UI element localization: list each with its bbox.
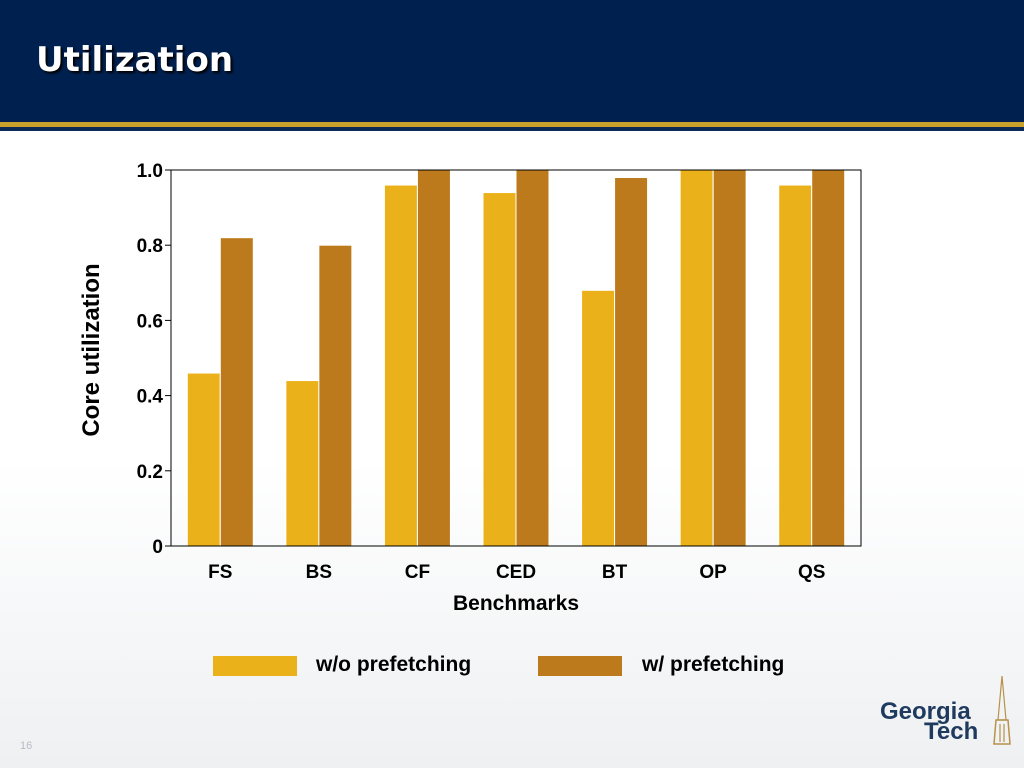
slide-header (0, 0, 1024, 122)
bar-op-series-2 (712, 169, 747, 547)
y-tick-label: 0.2 (137, 462, 163, 483)
bar-cf-series-1 (383, 184, 418, 547)
legend-swatch-2 (538, 656, 622, 676)
bar-qs-series-1 (778, 184, 813, 547)
bar-op-series-1 (679, 169, 714, 547)
bar-bs-series-2 (318, 244, 353, 547)
georgia-tech-logo: Georgia Tech (878, 676, 1018, 746)
x-tick-label: FS (208, 562, 232, 583)
bar-fs-series-1 (186, 372, 221, 547)
header-blue-rule (0, 127, 1024, 131)
bar-ced-series-1 (482, 192, 517, 547)
y-tick-label: 1.0 (137, 161, 163, 182)
logo-line-1: Georgia (880, 698, 971, 725)
y-tick-label: 0 (152, 537, 163, 558)
x-tick-label: OP (699, 562, 727, 583)
tech-tower-icon (993, 676, 1011, 745)
x-tick-label: BT (602, 562, 628, 583)
slide-title: Utilization (36, 40, 234, 80)
plot-frame (170, 169, 862, 547)
bars-layer (186, 169, 846, 547)
y-tick-label: 0.8 (137, 236, 163, 257)
y-tick-label: 0.4 (137, 387, 164, 408)
logo-line-2: Tech (924, 718, 979, 745)
bar-bt-series-1 (581, 289, 616, 547)
bar-bs-series-1 (285, 380, 320, 547)
legend-swatch-1 (213, 656, 297, 676)
y-tick-label: 0.6 (137, 311, 163, 332)
legend-label-2: w/ prefetching (641, 653, 784, 676)
y-ticks-layer: 0 0.2 0.4 0.6 0.8 1.0 (137, 161, 171, 558)
legend: w/o prefetching w/ prefetching (213, 653, 784, 676)
y-axis-label: Core utilization (78, 263, 105, 436)
legend-label-1: w/o prefetching (315, 653, 471, 676)
bar-qs-series-2 (811, 169, 846, 547)
x-tick-label: CF (405, 562, 430, 583)
x-ticks-layer: FS BS CF CED BT OP QS (208, 562, 825, 583)
header-gold-rule (0, 122, 1024, 127)
x-tick-label: CED (496, 562, 536, 583)
bar-ced-series-2 (515, 169, 550, 547)
bar-bt-series-2 (614, 177, 649, 547)
bar-cf-series-2 (416, 169, 451, 547)
x-tick-label: BS (306, 562, 332, 583)
x-axis-label: Benchmarks (453, 592, 579, 615)
x-tick-label: QS (798, 562, 825, 583)
slide-number: 16 (20, 740, 33, 752)
bar-fs-series-2 (219, 237, 254, 547)
